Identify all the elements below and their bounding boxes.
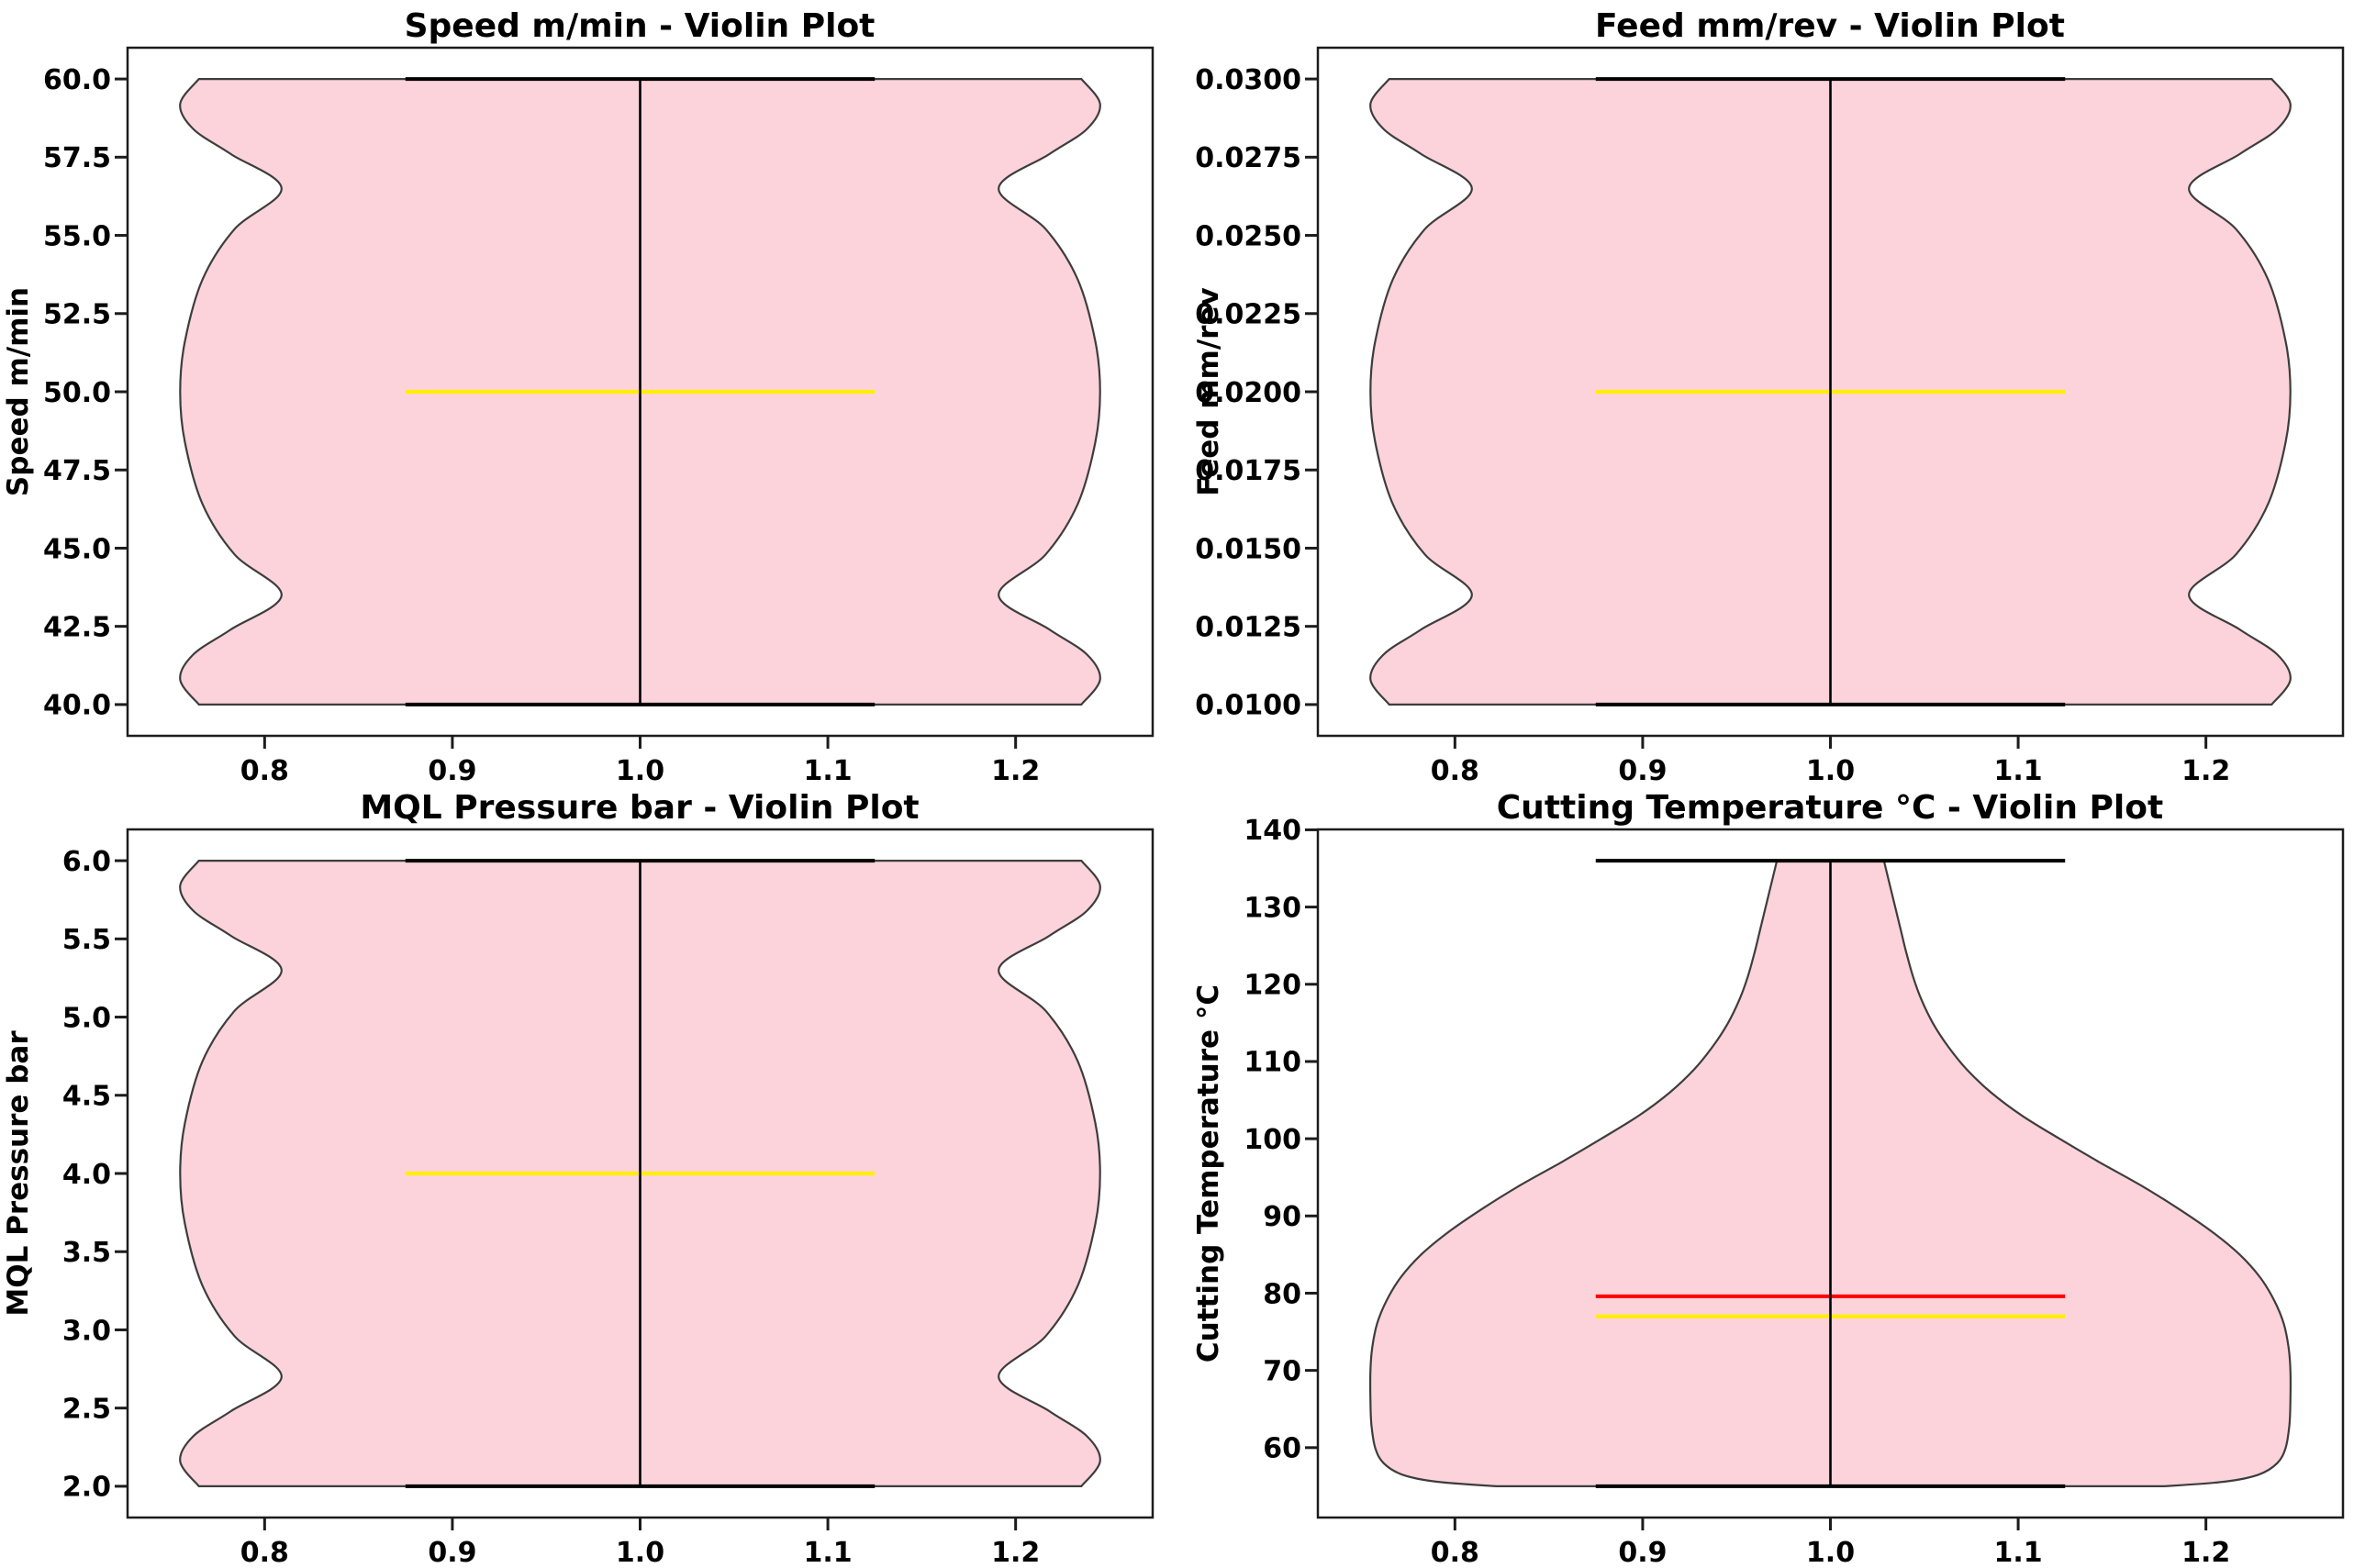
x-tick-label: 1.2 (991, 755, 1040, 784)
y-tick-label: 0.0225 (1195, 299, 1301, 331)
subplot-mql-pressure: MQL Pressure bar - Violin Plot MQL Press… (2, 789, 1155, 1568)
plot-area: 0.0100 0.0125 0.0150 0.0175 0.0200 0.0225 0.02… (1195, 46, 2345, 784)
x-tick-label: 0.9 (428, 1537, 476, 1568)
x-tick-label: 1.0 (616, 755, 664, 784)
y-tick-label: 0.0275 (1195, 142, 1301, 174)
y-tick-label: 3.0 (62, 1315, 111, 1347)
y-tick-label: 52.5 (43, 299, 111, 331)
y-tick-label: 70 (1263, 1355, 1301, 1387)
x-tick-label: 0.8 (1431, 755, 1479, 784)
y-tick-label: 40.0 (43, 690, 111, 722)
y-tick-label: 2.0 (62, 1472, 111, 1504)
subplot-cutting-temperature: Cutting Temperature °C - Violin Plot Cut… (1192, 789, 2345, 1568)
subplot-feed: Feed mm/rev - Violin Plot Feed mm/rev 0.… (1192, 7, 2345, 784)
x-tick-label: 0.9 (1618, 1537, 1667, 1568)
x-tick-label: 0.9 (1618, 755, 1667, 784)
x-tick-label: 1.0 (1806, 1537, 1855, 1568)
y-tick-label: 0.0175 (1195, 455, 1301, 487)
x-tick-label: 1.2 (2181, 755, 2230, 784)
y-tick-label: 100 (1244, 1124, 1301, 1156)
x-tick-label: 1.2 (2181, 1537, 2230, 1568)
plot-title: MQL Pressure bar - Violin Plot (360, 789, 919, 827)
y-tick-label: 4.0 (62, 1159, 111, 1191)
x-tick-label: 1.1 (804, 1537, 853, 1568)
y-tick-label: 110 (1244, 1047, 1301, 1079)
y-axis-label: MQL Pressure bar (2, 1030, 35, 1317)
x-tick-label: 0.9 (428, 755, 476, 784)
y-tick-label: 60 (1263, 1433, 1301, 1465)
y-tick-label: 130 (1244, 892, 1301, 924)
x-tick-label: 1.0 (1806, 755, 1855, 784)
x-tick-label: 0.8 (240, 755, 289, 784)
y-axis-label: Cutting Temperature °C (1192, 984, 1225, 1362)
y-tick-label: 120 (1244, 970, 1301, 1002)
y-axis-label: Feed mm/rev (1192, 287, 1225, 495)
plot-area: 40.0 42.5 45.0 47.5 50.0 52.5 55.0 57.5 60.0 0.8 0… (43, 46, 1155, 784)
y-tick-label: 0.0300 (1195, 64, 1301, 96)
y-tick-label: 0.0125 (1195, 611, 1301, 643)
y-tick-label: 42.5 (43, 611, 111, 643)
x-tick-label: 1.1 (1994, 755, 2043, 784)
y-tick-label: 47.5 (43, 455, 111, 487)
y-tick-label: 90 (1263, 1201, 1301, 1233)
subplot-speed: Speed m/min - Violin Plot Speed m/min 40… (2, 7, 1155, 784)
y-tick-label: 60.0 (43, 64, 111, 96)
x-tick-label: 0.8 (1431, 1537, 1479, 1568)
y-tick-label: 0.0200 (1195, 377, 1301, 409)
y-tick-label: 4.5 (62, 1081, 111, 1113)
y-tick-label: 55.0 (43, 220, 111, 252)
y-tick-label: 80 (1263, 1278, 1301, 1310)
y-tick-label: 45.0 (43, 533, 111, 565)
y-tick-label: 0.0100 (1195, 690, 1301, 722)
x-tick-label: 1.1 (804, 755, 853, 784)
y-tick-label: 6.0 (62, 846, 111, 878)
plot-title: Speed m/min - Violin Plot (405, 7, 876, 45)
x-tick-label: 1.1 (1994, 1537, 2043, 1568)
y-tick-label: 2.5 (62, 1393, 111, 1425)
y-tick-label: 57.5 (43, 142, 111, 174)
plot-area: 60 70 80 90 100 110 120 130 140 0.8 0.9 1.0 1.1 1.2 (1244, 815, 2345, 1568)
y-tick-label: 140 (1244, 815, 1301, 847)
x-tick-label: 1.2 (991, 1537, 1040, 1568)
x-tick-label: 1.0 (616, 1537, 664, 1568)
x-tick-label: 0.8 (240, 1537, 289, 1568)
plot-title: Feed mm/rev - Violin Plot (1595, 7, 2065, 45)
y-axis-label: Speed m/min (2, 287, 35, 496)
plot-area: 2.0 2.5 3.0 3.5 4.0 4.5 5.0 5.5 6.0 0.8 0.9 1.0 1.1 1… (62, 828, 1155, 1568)
y-tick-label: 0.0150 (1195, 533, 1301, 565)
plot-title: Cutting Temperature °C - Violin Plot (1497, 789, 2163, 827)
y-tick-label: 50.0 (43, 377, 111, 409)
y-tick-label: 5.5 (62, 924, 111, 956)
y-tick-label: 0.0250 (1195, 220, 1301, 252)
y-tick-label: 5.0 (62, 1002, 111, 1034)
y-tick-label: 3.5 (62, 1237, 111, 1269)
